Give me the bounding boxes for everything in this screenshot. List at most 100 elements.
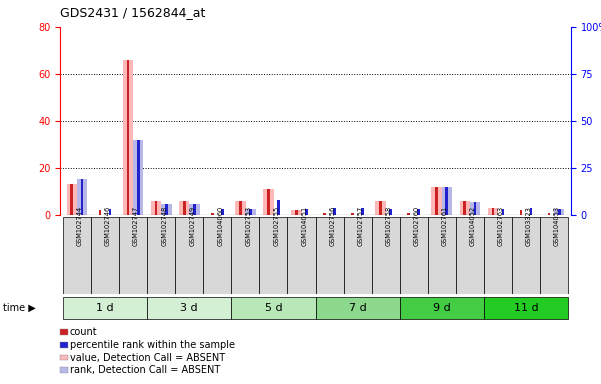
Bar — [512, 217, 540, 294]
Bar — [231, 217, 260, 294]
Text: GSM102755: GSM102755 — [273, 206, 279, 246]
Bar — [375, 201, 386, 215]
Bar — [502, 209, 504, 215]
Bar — [151, 201, 162, 215]
Text: count: count — [70, 327, 97, 337]
Text: GSM102756: GSM102756 — [329, 206, 335, 246]
Text: 9 d: 9 d — [433, 303, 451, 313]
Bar — [323, 213, 326, 215]
Text: time ▶: time ▶ — [3, 303, 35, 313]
Bar — [179, 201, 189, 215]
Bar — [407, 213, 410, 215]
Bar — [389, 209, 392, 215]
Text: GSM104052: GSM104052 — [470, 206, 476, 246]
Bar — [211, 213, 213, 215]
Text: GSM102749: GSM102749 — [189, 206, 195, 246]
Text: GSM102744: GSM102744 — [77, 206, 83, 246]
Bar — [469, 202, 480, 215]
Text: GSM102758: GSM102758 — [386, 206, 392, 246]
Text: GDS2431 / 1562844_at: GDS2431 / 1562844_at — [60, 6, 206, 19]
Bar — [245, 209, 256, 215]
Bar — [554, 209, 564, 215]
Bar — [63, 217, 91, 294]
Text: 7 d: 7 d — [349, 303, 367, 313]
Bar — [119, 217, 147, 294]
Bar — [435, 187, 438, 215]
Bar — [492, 208, 494, 215]
Text: value, Detection Call = ABSENT: value, Detection Call = ABSENT — [70, 353, 225, 362]
Bar — [316, 297, 400, 319]
Bar — [127, 60, 129, 215]
Bar — [193, 204, 196, 215]
Text: percentile rank within the sample: percentile rank within the sample — [70, 340, 235, 350]
Bar — [133, 140, 144, 215]
Bar — [77, 179, 87, 215]
Bar — [484, 297, 568, 319]
Text: 11 d: 11 d — [514, 303, 538, 313]
Bar — [400, 297, 484, 319]
Bar — [123, 60, 133, 215]
Bar — [305, 209, 308, 215]
Bar — [249, 209, 252, 215]
Bar — [418, 209, 420, 215]
Bar — [136, 140, 139, 215]
Text: GSM104060: GSM104060 — [218, 206, 224, 246]
Bar — [67, 184, 77, 215]
Bar — [529, 207, 532, 215]
Bar — [474, 202, 477, 215]
Bar — [379, 201, 382, 215]
Bar — [239, 201, 242, 215]
Bar — [260, 217, 287, 294]
Bar — [316, 217, 344, 294]
Text: GSM102761: GSM102761 — [442, 206, 448, 246]
Text: 1 d: 1 d — [96, 303, 114, 313]
Bar — [70, 184, 73, 215]
Bar — [371, 217, 400, 294]
Bar — [487, 208, 498, 215]
Text: GSM102753: GSM102753 — [245, 206, 251, 246]
Bar — [267, 189, 270, 215]
Bar — [351, 213, 354, 215]
Bar — [231, 297, 316, 319]
Bar — [295, 210, 298, 215]
Text: 5 d: 5 d — [264, 303, 282, 313]
Bar — [445, 187, 448, 215]
Bar — [91, 217, 119, 294]
Text: GSM102748: GSM102748 — [161, 206, 167, 246]
Bar — [263, 189, 273, 215]
Bar — [235, 201, 246, 215]
Bar — [558, 209, 561, 215]
Text: GSM102746: GSM102746 — [105, 206, 111, 246]
Bar — [109, 209, 111, 215]
Bar — [460, 201, 470, 215]
Bar — [432, 187, 442, 215]
Bar — [183, 201, 186, 215]
Bar — [147, 217, 175, 294]
Bar — [154, 201, 157, 215]
Bar — [456, 217, 484, 294]
Bar — [540, 217, 568, 294]
Bar — [63, 297, 147, 319]
Bar — [81, 179, 84, 215]
Bar — [99, 210, 102, 215]
Bar — [361, 207, 364, 215]
Bar — [203, 217, 231, 294]
Text: GSM102747: GSM102747 — [133, 206, 139, 246]
Bar — [463, 201, 466, 215]
Bar — [221, 209, 224, 215]
Bar — [520, 210, 522, 215]
Bar — [333, 207, 336, 215]
Bar — [442, 187, 452, 215]
Bar — [484, 217, 512, 294]
Bar — [189, 204, 200, 215]
Text: 3 d: 3 d — [180, 303, 198, 313]
Text: GSM103323: GSM103323 — [526, 206, 532, 246]
Bar — [287, 217, 316, 294]
Text: GSM102757: GSM102757 — [358, 206, 364, 246]
Bar — [175, 217, 203, 294]
Bar — [147, 297, 231, 319]
Bar — [344, 217, 371, 294]
Text: GSM104051: GSM104051 — [302, 206, 308, 246]
Bar — [400, 217, 428, 294]
Bar — [291, 210, 302, 215]
